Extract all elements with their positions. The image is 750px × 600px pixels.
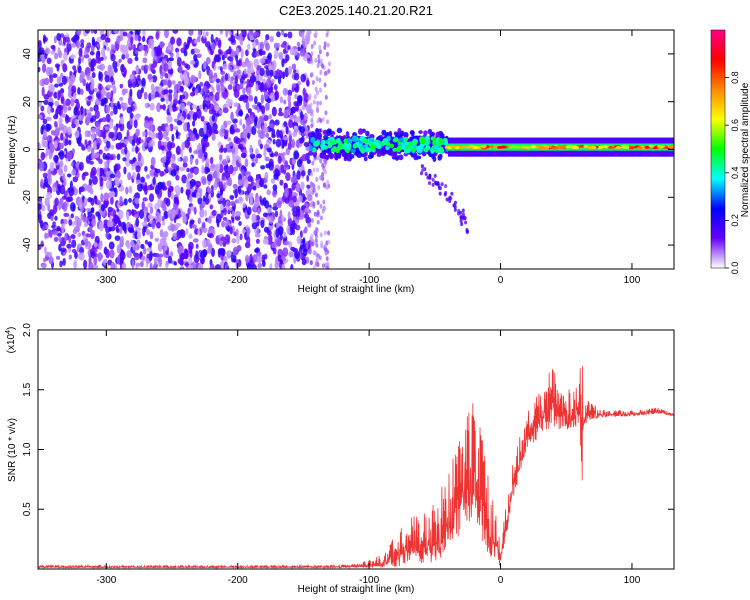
colorbar-label: Normalized spectral amplitude	[740, 82, 750, 217]
colorbar-tick-label: 0.2	[730, 214, 740, 227]
colorbar-ticks: 0.0 0.2 0.4 0.6 0.8	[725, 71, 740, 274]
spectrogram-y-ticks: -40 -20 0 20 40	[22, 48, 674, 252]
x-tick-label: 0	[498, 275, 504, 286]
snr-x-label: Height of straight line (km)	[298, 584, 415, 595]
snr-panel: -300 -200 -100 0 100 0.5 1.0 1.5 2.0 Height of …	[5, 323, 675, 595]
y-tick-label: 40	[22, 48, 33, 60]
y-tick-label: 1.5	[22, 382, 33, 396]
heatmap-branch	[419, 164, 469, 234]
snr-line	[38, 366, 674, 569]
y-tick-label: 2.0	[22, 323, 33, 337]
spectrogram-x-label: Height of straight line (km)	[298, 284, 415, 295]
snr-y-ticks: 0.5 1.0 1.5 2.0	[22, 323, 674, 516]
x-tick-label: -100	[359, 575, 379, 586]
snr-frame	[37, 329, 675, 570]
spectrogram-x-ticks: -300 -200 -100 0 100	[96, 30, 641, 286]
snr-multiplier: (x104)	[5, 327, 17, 354]
heatmap-region-2	[307, 127, 451, 163]
colorbar-tick-label: 0.8	[730, 71, 740, 84]
snr-multiplier-base: (x10	[6, 333, 17, 353]
snr-multiplier-exp: 4	[5, 330, 12, 334]
y-tick-label: 0	[22, 146, 33, 152]
x-tick-label: -300	[96, 275, 116, 286]
x-tick-label: -300	[96, 575, 116, 586]
colorbar: 0.0 0.2 0.4 0.6 0.8 Normalized spectral ampl…	[710, 29, 750, 274]
x-tick-label: -200	[228, 275, 248, 286]
x-tick-label: -100	[359, 275, 379, 286]
colorbar-tick-label: 0.4	[730, 167, 740, 180]
x-tick-label: 100	[624, 275, 641, 286]
x-tick-label: 0	[498, 575, 504, 586]
y-tick-label: 20	[22, 96, 33, 108]
snr-x-ticks: -300 -200 -100 0 100	[96, 330, 641, 586]
y-tick-label: 0.5	[22, 502, 33, 516]
y-tick-label: -20	[22, 190, 33, 205]
colorbar-tick-label: 0.0	[730, 262, 740, 275]
colorbar-tick-label: 0.6	[730, 119, 740, 132]
y-tick-label: -40	[22, 237, 33, 252]
figure-title: C2E3.2025.140.21.20.R21	[279, 3, 433, 18]
heatmap-region-0	[38, 30, 313, 269]
spectrogram-heatmap	[38, 30, 674, 269]
snr-series	[38, 366, 674, 569]
heatmap-region-3	[444, 137, 674, 157]
y-tick-label: 1.0	[22, 442, 33, 456]
svg-text:(x104): (x104)	[5, 327, 17, 354]
colorbar-gradient	[710, 29, 726, 269]
spectrogram-y-label: Frequency (Hz)	[7, 116, 18, 185]
snr-y-label: SNR (10 * v/v)	[7, 418, 18, 482]
x-tick-label: 100	[624, 575, 641, 586]
x-tick-label: -200	[228, 575, 248, 586]
